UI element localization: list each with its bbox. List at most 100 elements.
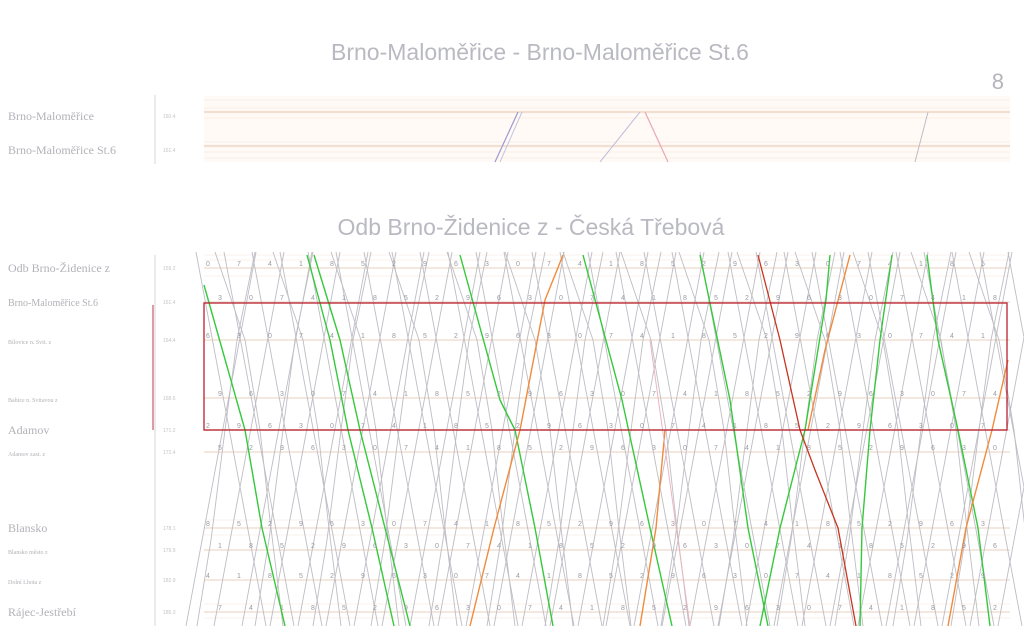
minute-mark: 4 — [826, 573, 830, 580]
minute-mark: 0 — [268, 333, 272, 340]
minute-mark: 7 — [466, 543, 470, 550]
train-path-grey — [223, 251, 295, 626]
minute-mark: 2 — [268, 521, 272, 528]
minute-mark: 4 — [931, 295, 935, 302]
minute-mark: 1 — [404, 391, 408, 398]
minute-mark: 7 — [404, 445, 408, 452]
minute-mark: 2 — [373, 605, 377, 612]
minute-mark: 2 — [931, 543, 935, 550]
minute-mark: 1 — [795, 521, 799, 528]
minute-mark: 1 — [361, 333, 365, 340]
train-path-grey — [913, 251, 985, 626]
station-name: Adamov zast. z — [8, 452, 45, 458]
station-km: 179.9 — [163, 548, 176, 554]
minute-mark: 6 — [497, 295, 501, 302]
train-path-pink — [644, 111, 669, 163]
minute-mark: 4 — [621, 295, 625, 302]
train-path-blue — [599, 111, 641, 163]
minute-mark: 7 — [485, 573, 489, 580]
minute-mark: 8 — [826, 521, 830, 528]
station-km: 168.6 — [163, 396, 176, 402]
minute-mark: 6 — [950, 521, 954, 528]
minute-mark: 2 — [640, 573, 644, 580]
minute-mark: 2 — [826, 423, 830, 430]
train-path-grey — [353, 251, 425, 626]
minute-mark: 2 — [516, 423, 520, 430]
minute-mark: 5 — [652, 605, 656, 612]
minute-mark: 4 — [249, 605, 253, 612]
train-path-grey — [391, 251, 463, 626]
train-path-grey — [839, 251, 911, 626]
minute-mark: 8 — [392, 333, 396, 340]
train-path-green — [306, 254, 395, 626]
minute-mark: 0 — [516, 261, 520, 268]
section-top-band — [204, 96, 1010, 162]
train-path-red — [757, 254, 857, 626]
minute-mark: 5 — [838, 445, 842, 452]
minute-mark: 3 — [776, 605, 780, 612]
minute-mark: 7 — [838, 605, 842, 612]
station-km: 185.3 — [163, 610, 176, 616]
minute-mark: 8 — [206, 521, 210, 528]
station-name: Brno-Maloměřice — [8, 109, 94, 123]
station-name: Babice n. Svitavou z — [8, 398, 58, 404]
minute-mark: 7 — [795, 573, 799, 580]
train-path-grey — [279, 251, 351, 626]
minute-mark: 4 — [311, 295, 315, 302]
train-path-pink — [649, 339, 691, 626]
station-km: 161.4 — [163, 300, 176, 306]
minute-mark: 8 — [869, 543, 873, 550]
train-path-grey — [661, 251, 733, 626]
minute-mark: 9 — [404, 605, 408, 612]
minute-mark: 1 — [714, 391, 718, 398]
minute-mark: 1 — [981, 333, 985, 340]
minute-mark: 5 — [342, 605, 346, 612]
minute-mark: 4 — [702, 423, 706, 430]
station-km: 160.4 — [163, 114, 176, 120]
minute-mark: 0 — [578, 333, 582, 340]
selection-highlight-box[interactable] — [203, 302, 1008, 431]
minute-mark: 6 — [206, 333, 210, 340]
train-path-orange — [947, 359, 1009, 626]
minute-mark: 1 — [237, 573, 241, 580]
minute-mark: 1 — [280, 605, 284, 612]
minute-mark: 6 — [578, 423, 582, 430]
minute-mark: 1 — [485, 521, 489, 528]
minute-mark: 9 — [671, 573, 675, 580]
train-path-grey — [549, 251, 621, 626]
minute-mark: 5 — [361, 261, 365, 268]
minute-mark: 8 — [373, 295, 377, 302]
minute-mark: 8 — [559, 543, 563, 550]
minute-mark: 6 — [702, 573, 706, 580]
minute-mark: 0 — [702, 521, 706, 528]
minute-mark: 5 — [466, 391, 470, 398]
minute-mark: 5 — [423, 333, 427, 340]
train-path-grey — [615, 251, 687, 626]
train-path-grey — [727, 251, 799, 626]
train-path-grey — [801, 251, 873, 626]
minute-mark: 0 — [826, 261, 830, 268]
train-path-grey — [559, 251, 631, 626]
minute-mark: 7 — [299, 333, 303, 340]
minute-mark: 0 — [640, 423, 644, 430]
station-name: Brno-Maloměřice St.6 — [8, 143, 116, 157]
minute-mark: 3 — [342, 445, 346, 452]
minute-mark: 0 — [311, 391, 315, 398]
train-path-grey — [531, 251, 603, 626]
minute-mark: 8 — [497, 445, 501, 452]
minute-mark: 9 — [776, 295, 780, 302]
minute-mark: 1 — [962, 295, 966, 302]
station-labels: Brno-Maloměřice 160.4 Brno-Maloměřice St.6… — [8, 109, 176, 619]
minute-mark: 9 — [466, 295, 470, 302]
minute-mark: 2 — [392, 261, 396, 268]
train-path-grey — [213, 251, 285, 626]
minute-mark: 1 — [218, 543, 222, 550]
train-path-green — [699, 254, 769, 626]
minute-mark: 7 — [776, 543, 780, 550]
train-path-orange — [639, 429, 666, 626]
train-path-grey — [643, 251, 715, 626]
minute-mark: 9 — [652, 543, 656, 550]
minute-mark: 2 — [869, 445, 873, 452]
station-name: Blansko město z — [8, 550, 48, 556]
